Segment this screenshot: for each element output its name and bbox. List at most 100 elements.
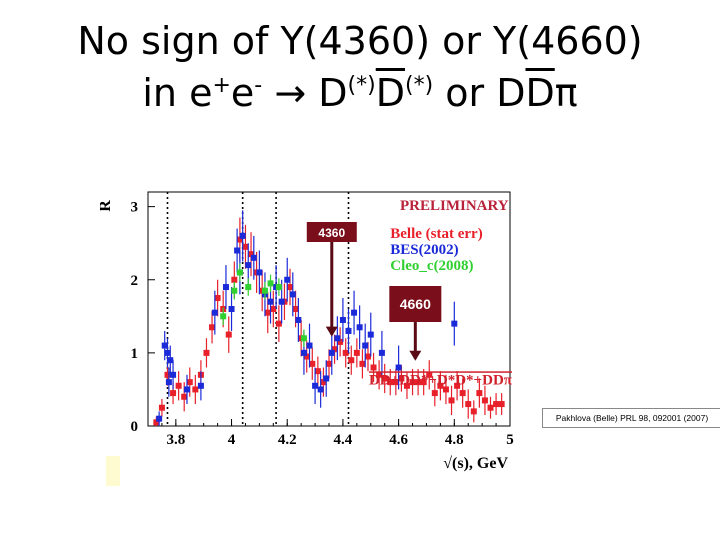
data-point — [209, 324, 216, 331]
data-point — [320, 379, 327, 386]
legend-entry: Belle (stat err) — [390, 226, 482, 242]
data-point — [356, 324, 363, 331]
data-point — [337, 338, 344, 345]
title-in-e: in e — [142, 71, 213, 115]
data-point — [278, 298, 285, 305]
title-D: D — [318, 71, 348, 115]
data-point — [256, 269, 263, 276]
data-point — [448, 397, 455, 404]
data-point — [192, 386, 199, 393]
legend-entry: BES(2002) — [390, 242, 458, 258]
x-tick-label: 4.8 — [445, 432, 464, 448]
data-point — [156, 415, 163, 422]
x-tick-label: 3.8 — [166, 432, 185, 448]
data-point — [331, 346, 338, 353]
title-Dbar: D — [375, 71, 405, 115]
data-point — [303, 353, 310, 360]
data-point — [442, 386, 449, 393]
data-point — [275, 320, 282, 327]
data-point — [289, 291, 296, 298]
data-point — [220, 313, 227, 320]
data-point — [342, 349, 349, 356]
data-point — [459, 390, 466, 397]
data-point — [167, 357, 174, 364]
data-point — [306, 342, 313, 349]
data-point — [451, 320, 458, 327]
data-point — [231, 287, 238, 294]
data-point — [225, 331, 232, 338]
title-minus: - — [254, 73, 263, 98]
data-point — [498, 401, 505, 408]
title-plus: + — [212, 73, 231, 98]
data-point — [287, 284, 294, 291]
y-axis-label: R — [100, 200, 114, 212]
data-point — [351, 309, 358, 316]
data-point — [222, 284, 229, 291]
data-point — [250, 254, 257, 261]
data-point — [242, 243, 249, 250]
data-point — [164, 349, 171, 356]
data-point — [164, 371, 171, 378]
data-point — [362, 342, 369, 349]
data-point — [345, 327, 352, 334]
x-tick-label: 5 — [506, 432, 514, 448]
data-point — [470, 408, 477, 415]
slide-title-line2: in e+e- → D(*)D(*) or DDπ — [0, 74, 720, 112]
x-axis-label: √(s), GeV — [443, 455, 508, 472]
title-e: e — [230, 71, 255, 115]
data-point — [170, 390, 177, 397]
data-point — [175, 382, 182, 389]
data-point — [376, 371, 383, 378]
data-point — [359, 360, 366, 367]
data-point — [314, 368, 321, 375]
slide-title-line1: No sign of Y(4360) or Y(4660) — [77, 19, 643, 63]
data-point — [437, 382, 444, 389]
data-point — [339, 316, 346, 323]
data-point — [465, 401, 472, 408]
y-tick-label: 3 — [131, 200, 139, 216]
data-point — [245, 262, 252, 269]
data-point — [409, 379, 416, 386]
data-point — [214, 295, 221, 302]
data-point — [431, 390, 438, 397]
data-point — [170, 371, 177, 378]
arrow-head — [409, 350, 422, 361]
data-point — [476, 390, 483, 397]
annotation-box — [306, 222, 357, 242]
x-tick-label: 4.2 — [278, 432, 297, 448]
data-point — [328, 349, 335, 356]
data-point — [317, 386, 324, 393]
title-Dbar2: D — [525, 71, 555, 115]
title-star1: (*) — [347, 73, 376, 98]
data-point — [381, 375, 388, 382]
channel-sum-label: DD+DD*+D*D*+DDπ — [369, 372, 513, 388]
data-point — [323, 375, 330, 382]
x-tick-label: 4.6 — [389, 432, 408, 448]
annotation-label: 4660 — [400, 296, 431, 312]
annotation-label: 4360 — [318, 226, 345, 240]
data-point — [158, 404, 165, 411]
data-point — [261, 287, 268, 294]
data-point — [275, 284, 282, 291]
data-point — [403, 382, 410, 389]
data-point — [334, 335, 341, 342]
data-point — [236, 236, 243, 243]
annotation-box — [389, 286, 442, 322]
data-point — [370, 364, 377, 371]
r-ratio-chart: 3.8 4 4.2 4.4 4.6 4.8 5 0 1 2 3 R √(s), GeV PRELIMINA… — [100, 191, 514, 472]
data-point — [197, 382, 204, 389]
data-point — [493, 401, 500, 408]
data-point — [353, 349, 360, 356]
preliminary-label: PRELIMINARY — [400, 198, 509, 214]
data-point — [211, 309, 218, 316]
data-point — [300, 335, 307, 342]
data-point — [300, 349, 307, 356]
arrow-head — [325, 326, 338, 337]
legend-entry: Cleo_c(2008) — [390, 258, 473, 274]
y-tick-label: 0 — [131, 419, 139, 435]
data-point — [203, 349, 210, 356]
data-point — [312, 382, 319, 389]
data-point — [239, 232, 246, 239]
data-point — [267, 298, 274, 305]
data-point — [161, 342, 168, 349]
